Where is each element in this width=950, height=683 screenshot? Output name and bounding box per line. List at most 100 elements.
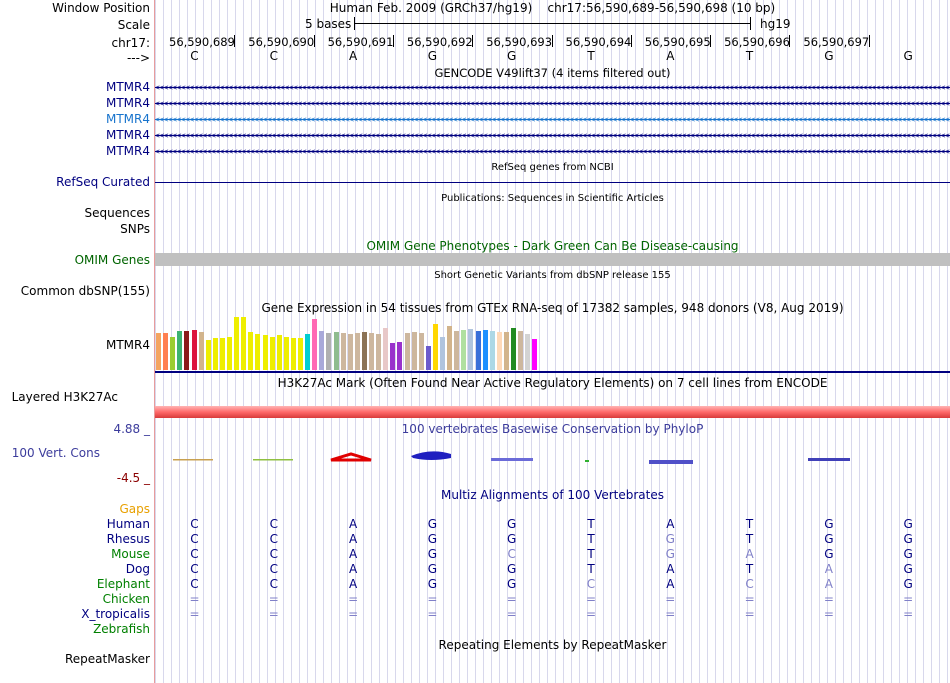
gencode-gene-label[interactable]: MTMR4	[105, 80, 150, 94]
gtex-tissue-bar[interactable]	[319, 331, 325, 370]
gtex-tissue-bar[interactable]	[255, 334, 261, 370]
gtex-tissue-bar[interactable]	[219, 338, 225, 370]
alignment-base: T	[745, 562, 754, 576]
gtex-tissue-bar[interactable]	[305, 334, 311, 370]
gencode-transcript[interactable]: <<<<<<<<<<<<<<<<<<<<<<<<<<<<<<<<<<<<<<<<…	[155, 98, 950, 109]
species-mouse-label[interactable]: Mouse	[111, 547, 150, 561]
sequences-label[interactable]: Sequences	[84, 206, 150, 220]
h3k27ac-signal[interactable]	[155, 406, 950, 418]
gtex-tissue-bar[interactable]	[369, 333, 374, 370]
gtex-tissue-bar[interactable]	[503, 332, 509, 370]
gtex-tissue-bar[interactable]	[212, 338, 218, 370]
gtex-tissue-bar[interactable]	[397, 342, 403, 370]
alignment-base: C	[190, 532, 199, 546]
gtex-tissue-bar[interactable]	[454, 331, 460, 370]
gtex-tissue-bar[interactable]	[234, 317, 240, 370]
phylop-logo[interactable]	[155, 440, 950, 470]
gtex-tissue-bar[interactable]	[184, 331, 190, 370]
refseq-label[interactable]: RefSeq Curated	[56, 175, 150, 189]
omim-gene-bar[interactable]	[155, 253, 950, 266]
gtex-gene-label[interactable]: MTMR4	[105, 338, 150, 352]
track-image[interactable]: Human Feb. 2009 (GRCh37/hg19) chr17:56,5…	[155, 0, 950, 683]
snps-label[interactable]: SNPs	[120, 222, 150, 236]
gridline	[651, 0, 652, 683]
alignment-base: G	[903, 562, 913, 576]
gtex-bar-chart[interactable]	[156, 316, 556, 370]
gtex-tissue-bar[interactable]	[177, 331, 183, 370]
refseq-gene-line[interactable]	[155, 182, 950, 183]
position-header: Human Feb. 2009 (GRCh37/hg19) chr17:56,5…	[155, 1, 950, 15]
gtex-tissue-bar[interactable]	[447, 326, 453, 370]
gtex-tissue-bar[interactable]	[475, 331, 481, 370]
alignment-base: G	[427, 562, 438, 576]
species-xtropicalis-label[interactable]: X_tropicalis	[81, 607, 150, 621]
gtex-tissue-bar[interactable]	[518, 331, 524, 370]
gencode-transcript[interactable]: <<<<<<<<<<<<<<<<<<<<<<<<<<<<<<<<<<<<<<<<…	[155, 130, 950, 141]
species-elephant-label[interactable]: Elephant	[96, 577, 150, 591]
gtex-tissue-bar[interactable]	[276, 335, 282, 370]
gtex-tissue-bar[interactable]	[425, 346, 431, 370]
gtex-tissue-bar[interactable]	[404, 333, 410, 370]
gtex-tissue-bar[interactable]	[262, 335, 268, 370]
gtex-tissue-bar[interactable]	[411, 332, 417, 370]
gtex-tissue-bar[interactable]	[269, 337, 275, 370]
gtex-tissue-bar[interactable]	[198, 332, 204, 370]
gtex-tissue-bar[interactable]	[532, 339, 538, 370]
gtex-tissue-bar[interactable]	[489, 331, 495, 370]
publications-track-title: Publications: Sequences in Scientific Ar…	[441, 193, 664, 204]
vert-cons-label[interactable]: 100 Vert. Cons	[11, 446, 100, 460]
gtex-tissue-bar[interactable]	[376, 334, 382, 370]
gtex-tissue-bar[interactable]	[390, 343, 396, 370]
gtex-tissue-bar[interactable]	[170, 337, 176, 370]
h3k27ac-label[interactable]: Layered H3K27Ac	[11, 390, 118, 404]
gtex-tissue-bar[interactable]	[383, 328, 389, 370]
gtex-tissue-bar[interactable]	[248, 332, 254, 370]
gencode-transcript[interactable]: <<<<<<<<<<<<<<<<<<<<<<<<<<<<<<<<<<<<<<<<…	[155, 114, 950, 125]
gtex-tissue-bar[interactable]	[361, 332, 367, 370]
species-dog-label[interactable]: Dog	[125, 562, 150, 576]
gtex-tissue-bar[interactable]	[461, 330, 467, 370]
species-rhesus-label[interactable]: Rhesus	[106, 532, 150, 546]
gtex-tissue-bar[interactable]	[333, 332, 339, 370]
gtex-tissue-bar[interactable]	[298, 338, 303, 370]
gtex-tissue-bar[interactable]	[354, 333, 360, 370]
gridline	[795, 0, 796, 683]
coordinate-label: 56,590,696	[724, 35, 790, 49]
gtex-tissue-bar[interactable]	[241, 317, 247, 370]
gtex-tissue-bar[interactable]	[482, 330, 488, 370]
repeatmasker-label[interactable]: RepeatMasker	[64, 652, 150, 666]
gtex-tissue-bar[interactable]	[432, 324, 438, 370]
gtex-tissue-bar[interactable]	[312, 319, 318, 370]
gtex-tissue-bar[interactable]	[511, 328, 516, 370]
gencode-transcript[interactable]: <<<<<<<<<<<<<<<<<<<<<<<<<<<<<<<<<<<<<<<<…	[155, 146, 950, 157]
gtex-tissue-bar[interactable]	[525, 334, 531, 370]
gtex-tissue-bar[interactable]	[163, 333, 169, 370]
gtex-tissue-bar[interactable]	[340, 333, 346, 370]
species-zebrafish-label[interactable]: Zebrafish	[93, 622, 150, 636]
alignment-base: G	[507, 532, 517, 546]
omim-genes-label[interactable]: OMIM Genes	[74, 253, 150, 267]
gtex-tissue-bar[interactable]	[347, 334, 353, 370]
common-dbsnp-label[interactable]: Common dbSNP(155)	[20, 284, 150, 298]
alignment-base: G	[507, 517, 517, 531]
coordinate-label: 56,590,694	[565, 35, 632, 49]
species-human-label[interactable]: Human	[106, 517, 150, 531]
species-chicken-label[interactable]: Chicken	[102, 592, 150, 606]
gencode-gene-label[interactable]: MTMR4	[105, 112, 150, 126]
gencode-gene-label[interactable]: MTMR4	[105, 128, 150, 142]
gtex-tissue-bar[interactable]	[283, 337, 289, 370]
gtex-tissue-bar[interactable]	[496, 332, 502, 370]
gencode-transcript[interactable]: <<<<<<<<<<<<<<<<<<<<<<<<<<<<<<<<<<<<<<<<…	[155, 82, 950, 93]
gtex-tissue-bar[interactable]	[440, 337, 445, 370]
gtex-tissue-bar[interactable]	[290, 338, 296, 370]
gtex-tissue-bar[interactable]	[418, 333, 424, 370]
gtex-tissue-bar[interactable]	[205, 340, 211, 370]
gaps-label[interactable]: Gaps	[119, 502, 150, 516]
gtex-tissue-bar[interactable]	[468, 329, 474, 370]
gtex-tissue-bar[interactable]	[326, 333, 332, 370]
gtex-tissue-bar[interactable]	[191, 330, 197, 370]
gtex-tissue-bar[interactable]	[227, 337, 232, 370]
gtex-tissue-bar[interactable]	[156, 333, 161, 370]
gencode-gene-label[interactable]: MTMR4	[105, 144, 150, 158]
gencode-gene-label[interactable]: MTMR4	[105, 96, 150, 110]
